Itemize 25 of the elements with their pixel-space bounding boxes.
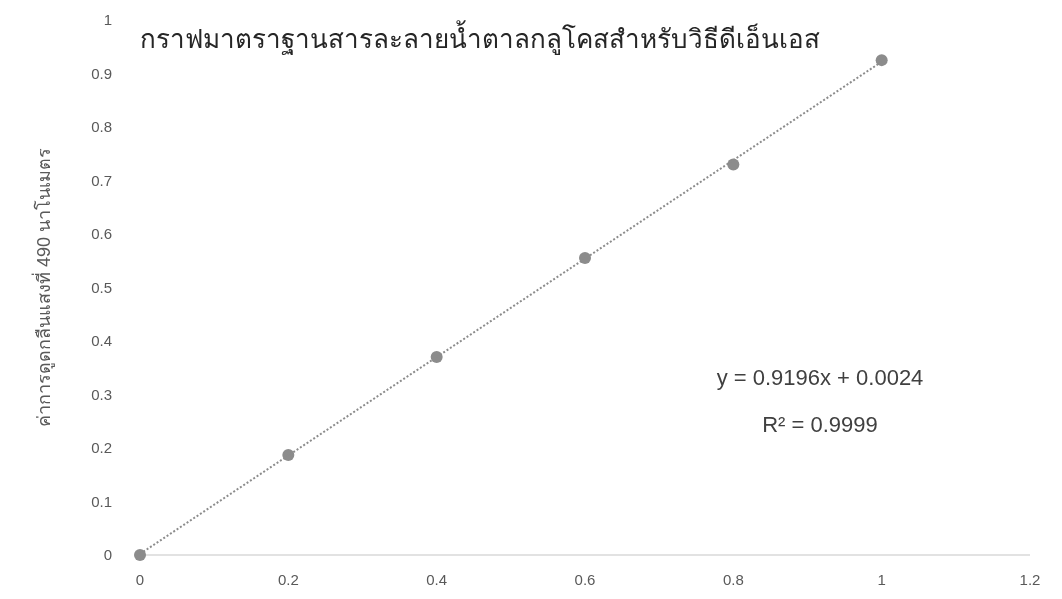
y-tick-label: 1 [103, 11, 112, 28]
annotation: y = 0.9196x + 0.0024 [716, 365, 924, 390]
y-tick-label: 0.1 [91, 492, 112, 510]
x-tick-label: 0.2 [277, 571, 299, 588]
y-tick-label: 0.7 [91, 171, 112, 189]
y-axis-title: ค่าการดูดกลืนแสงที่ 490 นาโนเมตร [31, 147, 55, 428]
point [875, 54, 888, 67]
x-tick-label: 0.8 [722, 571, 744, 588]
y-tick-label: 0.9 [91, 64, 112, 82]
y-tick-label: 0.3 [91, 385, 112, 403]
y-tick-label: 0.5 [91, 278, 112, 296]
point [134, 549, 146, 561]
chart-title: กราฟมาตราฐานสารละลายน้ำตาลกลูโคสสำหรับวิธีดีเอ็นเอส [140, 20, 820, 55]
x-tick-label: 1 [877, 571, 886, 588]
y-tick-label: 0 [103, 546, 112, 563]
point [579, 252, 591, 265]
annotation: R² = 0.9999 [762, 412, 878, 437]
y-tick-label: 0.8 [91, 118, 112, 135]
y-tick-label: 0.4 [91, 332, 112, 349]
x-tick-label: 0.4 [426, 571, 448, 588]
y-tick-label: 0.6 [91, 225, 112, 242]
x-tick-label: 1.2 [1019, 571, 1041, 588]
x-tick-label: 0.6 [574, 571, 596, 588]
y-tick-label: 0.2 [91, 439, 112, 456]
x-tick-label: 0 [135, 571, 145, 588]
